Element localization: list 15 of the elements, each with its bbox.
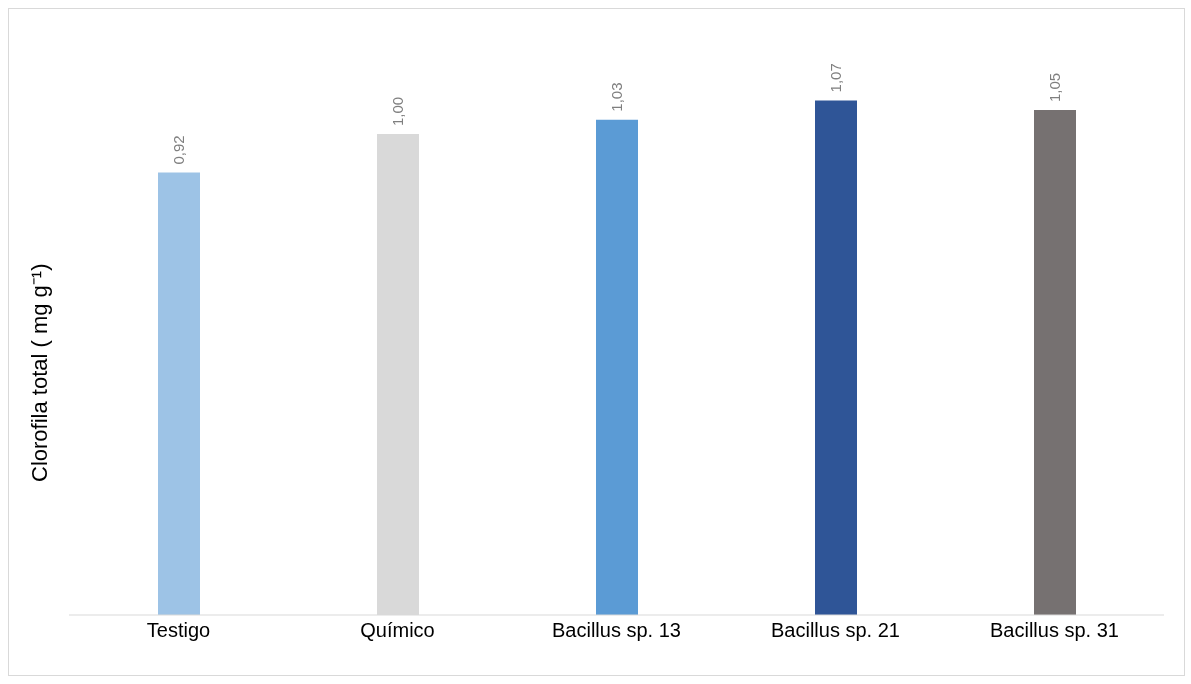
x-tick-label: Bacillus sp. 31 bbox=[990, 619, 1119, 642]
y-axis-title: Clorofila total ( mg g⁻¹) bbox=[26, 263, 52, 482]
data-label: 1,00 bbox=[389, 96, 407, 127]
x-tick-label: Bacillus sp. 21 bbox=[771, 619, 900, 642]
bar bbox=[596, 119, 638, 615]
data-label: 0,92 bbox=[170, 135, 188, 165]
data-label: 1,07 bbox=[827, 63, 845, 93]
x-tick-label: Testigo bbox=[146, 619, 211, 642]
x-tick-label: Químico bbox=[360, 619, 435, 642]
data-label: 1,05 bbox=[1046, 72, 1064, 103]
bar bbox=[815, 100, 857, 615]
bar bbox=[1034, 110, 1076, 615]
x-tick-label: Bacillus sp. 13 bbox=[552, 619, 681, 642]
data-label: 1,03 bbox=[608, 82, 626, 112]
bar bbox=[158, 172, 200, 615]
